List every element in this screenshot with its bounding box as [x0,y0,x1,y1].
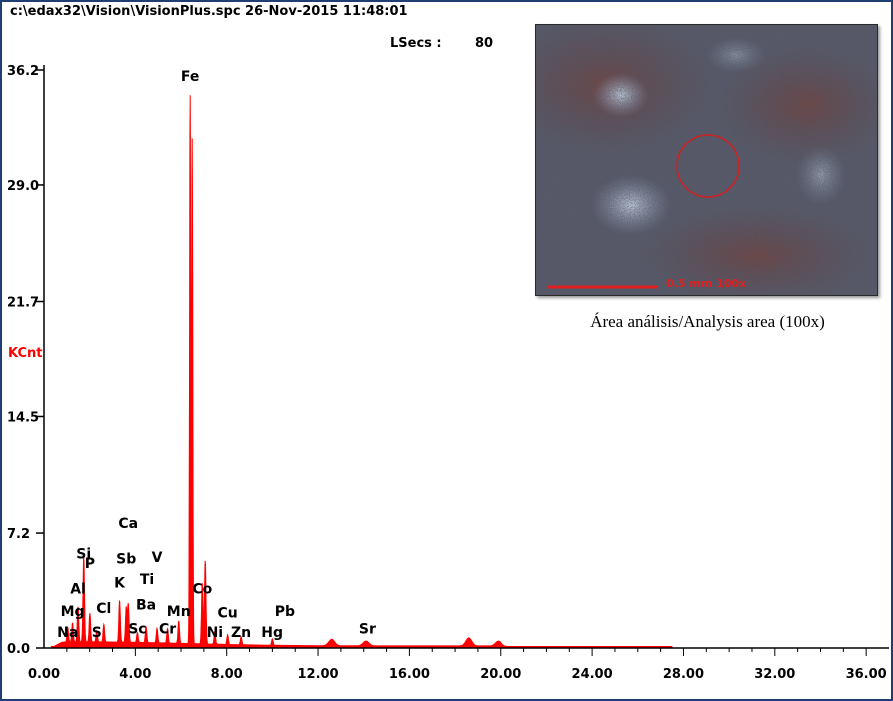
x-tick-label: 20.00 [480,667,521,682]
element-label-pb: Pb [275,604,295,620]
element-label-p: P [85,556,95,572]
analysis-area-circle-icon [676,134,740,198]
element-label-sc: Sc [128,622,146,638]
x-tick-label: 8.00 [211,667,243,682]
element-label-s: S [92,625,102,641]
element-label-ca: Ca [118,516,138,532]
element-label-co: Co [192,582,212,598]
element-label-ba: Ba [136,598,156,614]
element-label-sb: Sb [116,551,136,567]
element-label-cr: Cr [159,622,176,638]
element-label-na: Na [57,625,78,641]
element-label-hg: Hg [261,625,283,641]
element-label-k: K [114,575,126,591]
x-tick-label: 24.00 [572,667,613,682]
micrograph-inset: 0.5 mm 100x [535,24,878,296]
element-label-ni: Ni [207,625,224,641]
y-tick-label: 29.0 [7,179,39,194]
element-label-cl: Cl [96,601,111,617]
x-tick-label: 32.00 [754,667,795,682]
plot-area: 0.0 7.2 14.5 21.7 29.0 36.2 0.00 4.00 8.00 12.00 1… [7,64,889,682]
element-label-sr: Sr [359,622,376,638]
y-tick-label: 21.7 [7,296,39,311]
element-label-mg: Mg [61,604,85,620]
element-label-ti: Ti [140,572,154,588]
x-tick-label: 16.00 [389,667,430,682]
y-tick-label: 7.2 [7,527,30,542]
element-label-si: Si [76,547,91,563]
y-tick-label: 14.5 [7,410,39,425]
x-tick-label: 4.00 [119,667,151,682]
element-label-zn: Zn [231,625,251,641]
x-tick-label: 28.00 [663,667,704,682]
lsecs-label: LSecs : [390,36,442,51]
file-info-text: c:\edax32\Vision\VisionPlus.spc 26-Nov-2… [10,4,408,19]
y-axis-label: KCnt [8,346,43,361]
element-labels: Fe Ca SiP Sb V Ti K Al Co Mg Cl Ba Mn Cu Pb Na S Sc Cr Ni Zn… [57,69,376,641]
element-label-al: Al [70,582,86,598]
spectrum-series [50,95,673,649]
x-tick-label: 0.00 [28,667,60,682]
element-label-fe: Fe [181,69,200,85]
scale-bar-label: 0.5 mm 100x [666,277,746,290]
lsecs-value: 80 [475,36,493,51]
micrograph-image: 0.5 mm 100x [536,25,877,295]
y-tick-label: 36.2 [7,64,39,79]
element-label-mn: Mn [167,604,191,620]
inset-caption: Área análisis/Analysis area (100x) [590,312,825,331]
axes: 0.0 7.2 14.5 21.7 29.0 36.2 0.00 4.00 8.00 12.00 1… [7,64,889,682]
x-tick-label: 12.00 [297,667,338,682]
x-tick-label: 36.00 [846,667,887,682]
element-label-v: V [152,550,163,566]
y-tick-label: 0.0 [7,642,30,657]
element-label-cu: Cu [217,606,237,622]
